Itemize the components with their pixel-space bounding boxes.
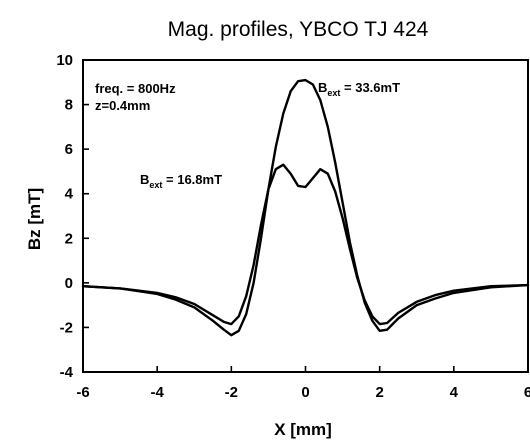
y-tick-label: -2 xyxy=(60,319,73,336)
x-tick-label: -4 xyxy=(150,384,164,401)
x-tick-label: 6 xyxy=(524,384,530,401)
annotation-bext-low: Bext = 16.8mT xyxy=(140,172,222,190)
annotation-bext-high: Bext = 33.6mT xyxy=(318,80,400,98)
chart-title: Mag. profiles, YBCO TJ 424 xyxy=(168,18,429,41)
x-tick-label: 0 xyxy=(301,384,309,401)
y-tick-label: 2 xyxy=(65,230,73,247)
y-tick-label: 10 xyxy=(56,52,73,69)
x-tick-label: -2 xyxy=(225,384,238,401)
y-tick-label: -4 xyxy=(60,364,74,381)
series-line-2 xyxy=(81,163,530,326)
annotations: freq. = 800Hz z=0.4mm Bext = 33.6mT Bext = … xyxy=(95,80,400,190)
annotation-freq-z: freq. = 800Hz z=0.4mm xyxy=(95,81,176,113)
series-line-1 xyxy=(81,78,530,337)
x-tick-label: 2 xyxy=(375,384,383,401)
y-axis-label: Bz [mT] xyxy=(25,188,44,250)
y-tick-label: 8 xyxy=(65,97,73,114)
y-tick-label: 4 xyxy=(65,186,74,203)
x-axis-label: X [mm] xyxy=(274,420,332,439)
y-tick-label: 0 xyxy=(65,275,73,292)
y-tick-label: 6 xyxy=(65,141,73,158)
x-tick-label: -6 xyxy=(76,384,89,401)
x-tick-label: 4 xyxy=(450,384,459,401)
